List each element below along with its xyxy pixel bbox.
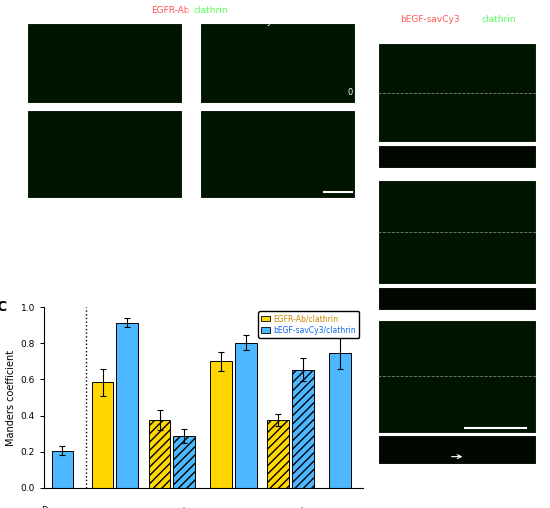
FancyBboxPatch shape: [378, 287, 536, 310]
Text: clathrin: clathrin: [482, 15, 516, 24]
Text: ): ): [186, 6, 195, 15]
Text: Dynasore: Dynasore: [260, 17, 302, 26]
Text: Control: Control: [416, 34, 449, 43]
Text: +: +: [179, 506, 186, 508]
Text: 5 min: 5 min: [348, 228, 372, 237]
Text: EGFR-Ab: EGFR-Ab: [151, 6, 189, 15]
Text: bEGF-savCy3: bEGF-savCy3: [400, 15, 459, 24]
FancyBboxPatch shape: [378, 145, 536, 169]
Bar: [117, 323, 138, 488]
Text: Dynasore: Dynasore: [41, 506, 81, 508]
Text: -: -: [338, 506, 342, 508]
Text: 15 min: 15 min: [343, 372, 372, 381]
Text: X-Z: X-Z: [359, 151, 372, 160]
FancyBboxPatch shape: [200, 23, 355, 103]
Bar: [267, 420, 289, 488]
Bar: [52, 451, 73, 488]
Y-axis label: Manders coefficient: Manders coefficient: [7, 350, 16, 446]
FancyBboxPatch shape: [378, 320, 536, 433]
Text: 15 min: 15 min: [20, 139, 29, 168]
Text: C: C: [0, 300, 7, 314]
Bar: [329, 354, 351, 488]
Bar: [92, 382, 113, 488]
Text: bEGF(: bEGF(: [129, 6, 157, 15]
Text: X-Z: X-Z: [359, 293, 372, 302]
Text: -: -: [243, 506, 246, 508]
FancyBboxPatch shape: [200, 110, 355, 198]
FancyBboxPatch shape: [378, 435, 536, 464]
Bar: [149, 420, 170, 488]
Text: 0 min: 0 min: [348, 88, 372, 98]
Text: Control: Control: [81, 17, 114, 26]
FancyBboxPatch shape: [27, 23, 183, 103]
Text: clathrin: clathrin: [193, 6, 228, 15]
Text: +: +: [298, 506, 305, 508]
FancyBboxPatch shape: [27, 110, 183, 198]
Legend: EGFR-Ab/clathrin, bEGF-savCy3/clathrin: EGFR-Ab/clathrin, bEGF-savCy3/clathrin: [258, 311, 359, 337]
Bar: [173, 436, 195, 488]
Text: X-Z: X-Z: [359, 444, 372, 453]
Bar: [235, 342, 257, 488]
Bar: [211, 362, 232, 488]
Text: 5 min: 5 min: [20, 47, 29, 71]
Bar: [292, 369, 313, 488]
FancyBboxPatch shape: [378, 180, 536, 284]
Text: -: -: [60, 506, 64, 508]
FancyBboxPatch shape: [378, 43, 536, 142]
Text: -: -: [124, 506, 128, 508]
